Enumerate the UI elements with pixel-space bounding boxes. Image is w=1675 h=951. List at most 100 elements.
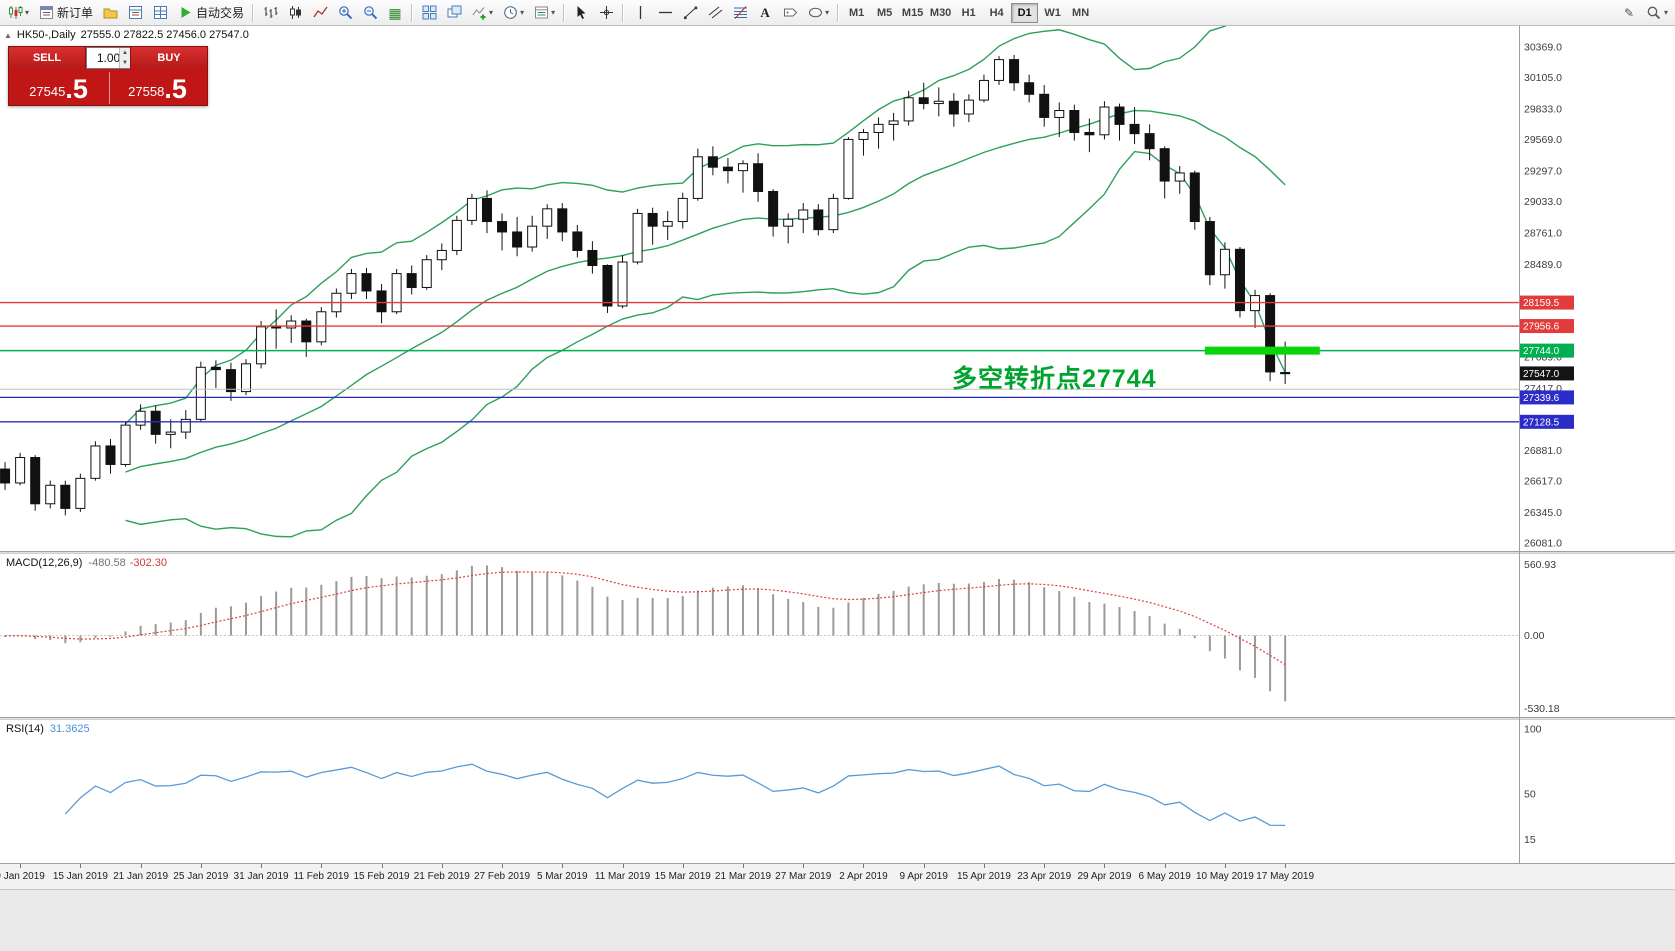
symbol-search-button[interactable]: ▾: [1642, 2, 1672, 24]
text-tool-button[interactable]: A: [753, 2, 777, 24]
buy-button[interactable]: BUY: [130, 47, 207, 69]
svg-text:28159.5: 28159.5: [1523, 298, 1560, 309]
candle-chart-mode-button[interactable]: [283, 2, 307, 24]
new-order-button[interactable]: 新订单: [34, 2, 97, 24]
svg-text:29297.0: 29297.0: [1524, 165, 1562, 177]
date-label: 27 Feb 2019: [473, 871, 531, 882]
date-label: 5 Mar 2019: [536, 871, 588, 882]
date-tick: [80, 864, 82, 868]
date-label: 9 Apr 2019: [899, 871, 948, 882]
price-axis[interactable]: 30369.0 30105.0 29833.0 29569.0 29297.0 29033…: [1519, 42, 1574, 550]
rsi-pane-canvas[interactable]: 100 50 15: [0, 720, 1675, 863]
trendline-icon: [682, 5, 698, 21]
line-chart-mode-button[interactable]: [308, 2, 332, 24]
macd-pane-canvas[interactable]: 560.93 0.00 -530.18: [0, 554, 1675, 717]
profiles-button[interactable]: [98, 2, 122, 24]
horizontal-line-tool-button[interactable]: [653, 2, 677, 24]
indicators-button[interactable]: ▾: [467, 2, 497, 24]
grid-button[interactable]: ▦: [383, 2, 407, 24]
toolbar-separator: [411, 3, 414, 22]
timeframe-m15-button[interactable]: M15: [899, 3, 926, 23]
shapes-tool-button[interactable]: ▾: [803, 2, 833, 24]
horizontal-level-lines[interactable]: [0, 301, 1519, 423]
svg-text:30105.0: 30105.0: [1524, 72, 1562, 84]
timeframe-m1-button[interactable]: M1: [843, 3, 870, 23]
new-chart-button[interactable]: ▾: [3, 2, 33, 24]
panel-divider: [108, 72, 110, 104]
date-label: 21 Jan 2019: [113, 871, 169, 882]
date-label: 17 May 2019: [1256, 871, 1315, 882]
crosshair-tool-button[interactable]: [594, 2, 618, 24]
volume-input[interactable]: 1.00 ▲ ▼: [86, 47, 131, 69]
buy-price[interactable]: 27558.5: [128, 74, 187, 104]
trendline-tool-button[interactable]: [678, 2, 702, 24]
macd-signal-line: [5, 571, 1286, 666]
timeframe-mn-button[interactable]: MN: [1067, 3, 1094, 23]
date-label: 11 Feb 2019: [293, 871, 350, 882]
turning-point-highlight[interactable]: [1204, 346, 1320, 355]
magnifier-icon: [1646, 5, 1662, 21]
date-label: 15 Apr 2019: [956, 871, 1011, 882]
date-tick: [803, 864, 805, 868]
svg-text:29033.0: 29033.0: [1524, 196, 1562, 208]
timeframe-h4-button[interactable]: H4: [983, 3, 1010, 23]
candles-layer: [0, 54, 1291, 516]
cascade-windows-button[interactable]: [442, 2, 466, 24]
tile-windows-button[interactable]: [417, 2, 441, 24]
date-tick: [381, 864, 383, 868]
volume-up-button[interactable]: ▲: [120, 48, 130, 58]
channel-tool-button[interactable]: [703, 2, 727, 24]
date-tick: [923, 864, 925, 868]
timeframe-d1-button[interactable]: D1: [1011, 2, 1039, 23]
svg-text:27547.0: 27547.0: [1523, 369, 1560, 380]
date-label: 2 Apr 2019: [839, 871, 888, 882]
chart-annotation-text[interactable]: 多空转折点27744: [952, 365, 1157, 393]
date-tick: [441, 864, 443, 868]
timeframe-m30-button[interactable]: M30: [927, 3, 954, 23]
timeframe-m5-button[interactable]: M5: [871, 3, 898, 23]
svg-text:27128.5: 27128.5: [1523, 417, 1560, 428]
date-tick: [261, 864, 263, 868]
toolbar-separator: [837, 3, 840, 22]
fibonacci-tool-button[interactable]: [728, 2, 752, 24]
sell-button[interactable]: SELL: [9, 47, 86, 69]
templates-button[interactable]: ▾: [529, 2, 559, 24]
main-chart-canvas[interactable]: 30369.0 30105.0 29833.0 29569.0 29297.0 29033…: [0, 26, 1675, 551]
auto-trading-button[interactable]: 自动交易: [173, 2, 248, 24]
bar-chart-mode-button[interactable]: [258, 2, 282, 24]
pane-separator[interactable]: [0, 717, 1675, 720]
time-axis[interactable]: 9 Jan 2019 15 Jan 2019 21 Jan 2019 25 Jan 2…: [0, 863, 1675, 889]
vertical-line-tool-button[interactable]: [628, 2, 652, 24]
svg-text:26881.0: 26881.0: [1524, 445, 1562, 457]
date-tick: [1104, 864, 1106, 868]
date-label: 27 Mar 2019: [775, 871, 832, 882]
sell-price[interactable]: 27545.5: [29, 74, 88, 104]
toolbar-separator: [252, 3, 255, 22]
svg-text:30369.0: 30369.0: [1524, 42, 1562, 54]
cursor-tool-button[interactable]: [569, 2, 593, 24]
svg-text:100: 100: [1524, 724, 1542, 736]
market-watch-button[interactable]: [123, 2, 147, 24]
toolbar: ▾ 新订单 自动交易 ▦ ▾ ▾ ▾ A ▾ M1 M5 M15 M30 H1 H4 D1 W1 MN ✎ ▾: [0, 0, 1675, 26]
zoom-in-button[interactable]: [333, 2, 357, 24]
objects-list-button[interactable]: ✎: [1617, 2, 1641, 24]
periods-button[interactable]: ▾: [498, 2, 528, 24]
volume-down-button[interactable]: ▼: [120, 58, 130, 68]
rsi-indicator-label: RSI(14) 31.3625: [6, 723, 90, 735]
svg-text:27744.0: 27744.0: [1523, 346, 1560, 357]
data-window-button[interactable]: [148, 2, 172, 24]
volume-spinner: ▲ ▼: [119, 48, 130, 68]
date-tick: [863, 864, 865, 868]
zoom-out-button[interactable]: [358, 2, 382, 24]
date-label: 21 Feb 2019: [413, 871, 470, 882]
zoom-out-icon: [362, 5, 378, 21]
svg-text:27956.6: 27956.6: [1523, 322, 1560, 333]
vline-icon: [632, 5, 648, 21]
svg-text:28489.0: 28489.0: [1524, 259, 1562, 271]
one-click-collapse-icon[interactable]: ▲: [4, 30, 12, 40]
timeframe-h1-button[interactable]: H1: [955, 3, 982, 23]
pane-separator[interactable]: [0, 551, 1675, 554]
candles-icon: [287, 5, 303, 21]
label-tool-button[interactable]: [778, 2, 802, 24]
timeframe-w1-button[interactable]: W1: [1039, 3, 1066, 23]
